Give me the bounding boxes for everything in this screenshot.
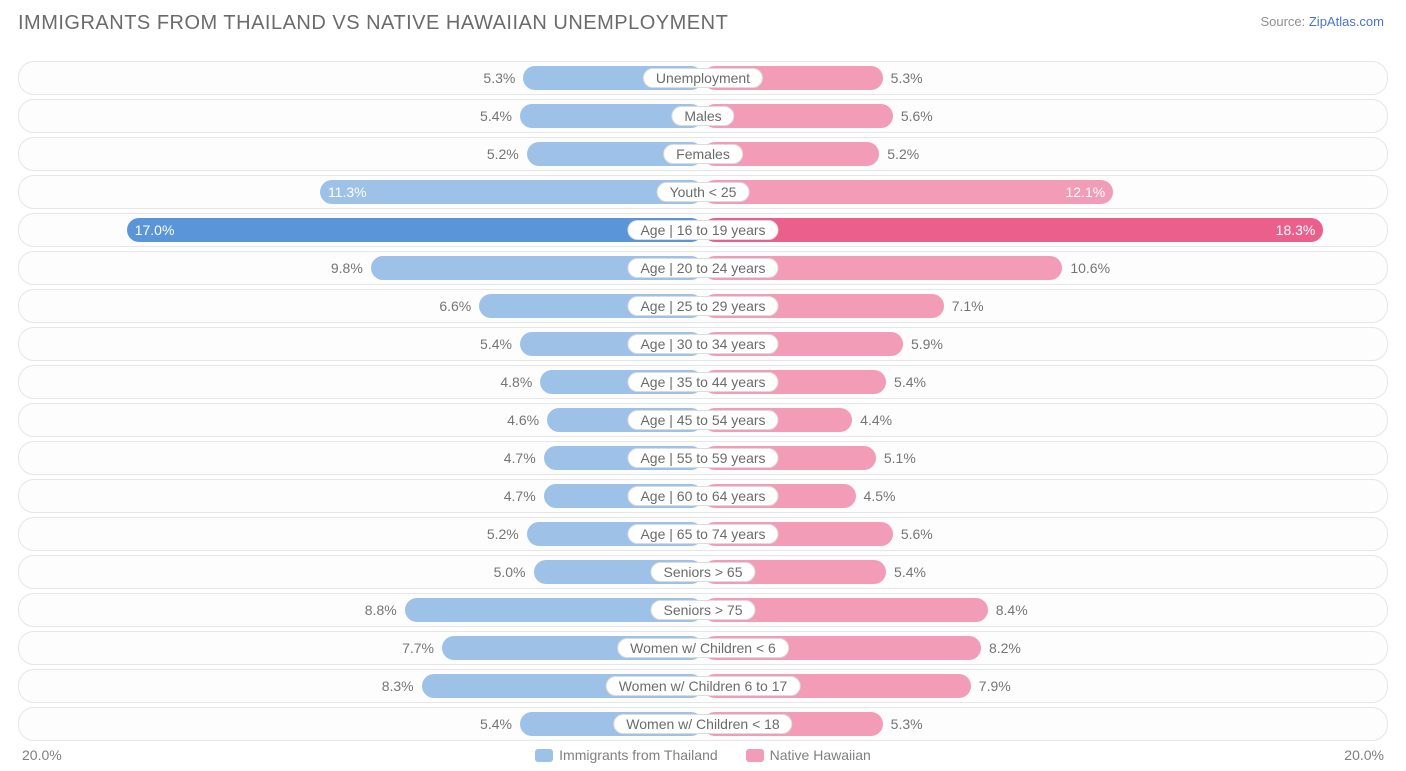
value-left: 7.7% (402, 636, 434, 660)
legend-item-left: Immigrants from Thailand (535, 747, 717, 763)
chart-row: 5.4% 5.6% Males (18, 99, 1388, 133)
chart-row: 7.7% 8.2% Women w/ Children < 6 (18, 631, 1388, 665)
value-right: 5.6% (901, 104, 933, 128)
chart-row: 4.8% 5.4% Age | 35 to 44 years (18, 365, 1388, 399)
category-label: Age | 55 to 59 years (627, 448, 778, 468)
value-right: 5.4% (894, 560, 926, 584)
value-left: 17.0% (135, 222, 175, 238)
chart-row: 6.6% 7.1% Age | 25 to 29 years (18, 289, 1388, 323)
value-right: 12.1% (1065, 184, 1105, 200)
category-label: Age | 35 to 44 years (627, 372, 778, 392)
value-right: 5.6% (901, 522, 933, 546)
bar-left: 17.0% (127, 218, 703, 242)
value-left: 4.7% (504, 484, 536, 508)
value-left: 5.4% (480, 332, 512, 356)
value-left: 4.8% (500, 370, 532, 394)
legend-label-right: Native Hawaiian (770, 747, 871, 763)
chart-row: 9.8% 10.6% Age | 20 to 24 years (18, 251, 1388, 285)
value-right: 5.2% (887, 142, 919, 166)
category-label: Age | 45 to 54 years (627, 410, 778, 430)
category-label: Age | 65 to 74 years (627, 524, 778, 544)
chart-row: 8.8% 8.4% Seniors > 75 (18, 593, 1388, 627)
category-label: Unemployment (643, 68, 763, 88)
value-left: 5.3% (483, 66, 515, 90)
butterfly-chart: 5.3%5.3%Unemployment5.4%5.6%Males5.2%5.2… (18, 61, 1388, 741)
legend: Immigrants from Thailand Native Hawaiian (62, 747, 1345, 763)
value-right: 5.9% (911, 332, 943, 356)
legend-label-left: Immigrants from Thailand (559, 747, 717, 763)
axis-left-max: 20.0% (22, 747, 62, 763)
chart-title: IMMIGRANTS FROM THAILAND VS NATIVE HAWAI… (18, 12, 1388, 35)
value-left: 8.8% (365, 598, 397, 622)
value-left: 4.6% (507, 408, 539, 432)
bar-left: 11.3% (320, 180, 703, 204)
value-left: 5.0% (494, 560, 526, 584)
category-label: Age | 25 to 29 years (627, 296, 778, 316)
value-right: 4.5% (864, 484, 896, 508)
source-prefix: Source: (1260, 14, 1308, 29)
source-attribution: Source: ZipAtlas.com (1260, 14, 1384, 29)
value-right: 5.3% (891, 66, 923, 90)
value-right: 5.4% (894, 370, 926, 394)
category-label: Females (663, 144, 743, 164)
chart-footer: 20.0% Immigrants from Thailand Native Ha… (18, 747, 1388, 763)
chart-row: 5.4% 5.3% Women w/ Children < 18 (18, 707, 1388, 741)
chart-row: 5.0% 5.4% Seniors > 65 (18, 555, 1388, 589)
chart-row: 5.4% 5.9% Age | 30 to 34 years (18, 327, 1388, 361)
category-label: Women w/ Children 6 to 17 (606, 676, 801, 696)
value-right: 7.1% (952, 294, 984, 318)
chart-row: 11.3% 12.1% Youth < 25 (18, 175, 1388, 209)
bar-right: 12.1% (703, 180, 1113, 204)
value-left: 5.4% (480, 712, 512, 736)
chart-row: 5.2% 5.2% Females (18, 137, 1388, 171)
value-left: 11.3% (328, 184, 367, 200)
category-label: Women w/ Children < 6 (617, 638, 789, 658)
category-label: Age | 60 to 64 years (627, 486, 778, 506)
value-right: 5.3% (891, 712, 923, 736)
value-right: 8.4% (996, 598, 1028, 622)
value-right: 5.1% (884, 446, 916, 470)
source-link[interactable]: ZipAtlas.com (1309, 14, 1384, 29)
legend-swatch-left (535, 749, 553, 762)
category-label: Women w/ Children < 18 (613, 714, 792, 734)
value-left: 6.6% (439, 294, 471, 318)
value-left: 5.2% (487, 142, 519, 166)
category-label: Seniors > 75 (651, 600, 756, 620)
chart-row: 17.0% 18.3% Age | 16 to 19 years (18, 213, 1388, 247)
value-left: 4.7% (504, 446, 536, 470)
category-label: Age | 16 to 19 years (627, 220, 778, 240)
chart-row: 5.2% 5.6% Age | 65 to 74 years (18, 517, 1388, 551)
chart-row: 8.3% 7.9% Women w/ Children 6 to 17 (18, 669, 1388, 703)
legend-swatch-right (746, 749, 764, 762)
value-left: 9.8% (331, 256, 363, 280)
category-label: Youth < 25 (657, 182, 750, 202)
value-right: 8.2% (989, 636, 1021, 660)
chart-row: 4.7% 4.5% Age | 60 to 64 years (18, 479, 1388, 513)
category-label: Males (671, 106, 734, 126)
chart-row: 4.6% 4.4% Age | 45 to 54 years (18, 403, 1388, 437)
value-right: 4.4% (860, 408, 892, 432)
value-right: 10.6% (1070, 256, 1110, 280)
value-right: 18.3% (1276, 222, 1316, 238)
value-right: 7.9% (979, 674, 1011, 698)
chart-row: 5.3% 5.3% Unemployment (18, 61, 1388, 95)
value-left: 5.2% (487, 522, 519, 546)
category-label: Seniors > 65 (651, 562, 756, 582)
value-left: 5.4% (480, 104, 512, 128)
value-left: 8.3% (382, 674, 414, 698)
chart-row: 4.7% 5.1% Age | 55 to 59 years (18, 441, 1388, 475)
category-label: Age | 20 to 24 years (627, 258, 778, 278)
legend-item-right: Native Hawaiian (746, 747, 871, 763)
category-label: Age | 30 to 34 years (627, 334, 778, 354)
axis-right-max: 20.0% (1344, 747, 1384, 763)
bar-right: 18.3% (703, 218, 1323, 242)
